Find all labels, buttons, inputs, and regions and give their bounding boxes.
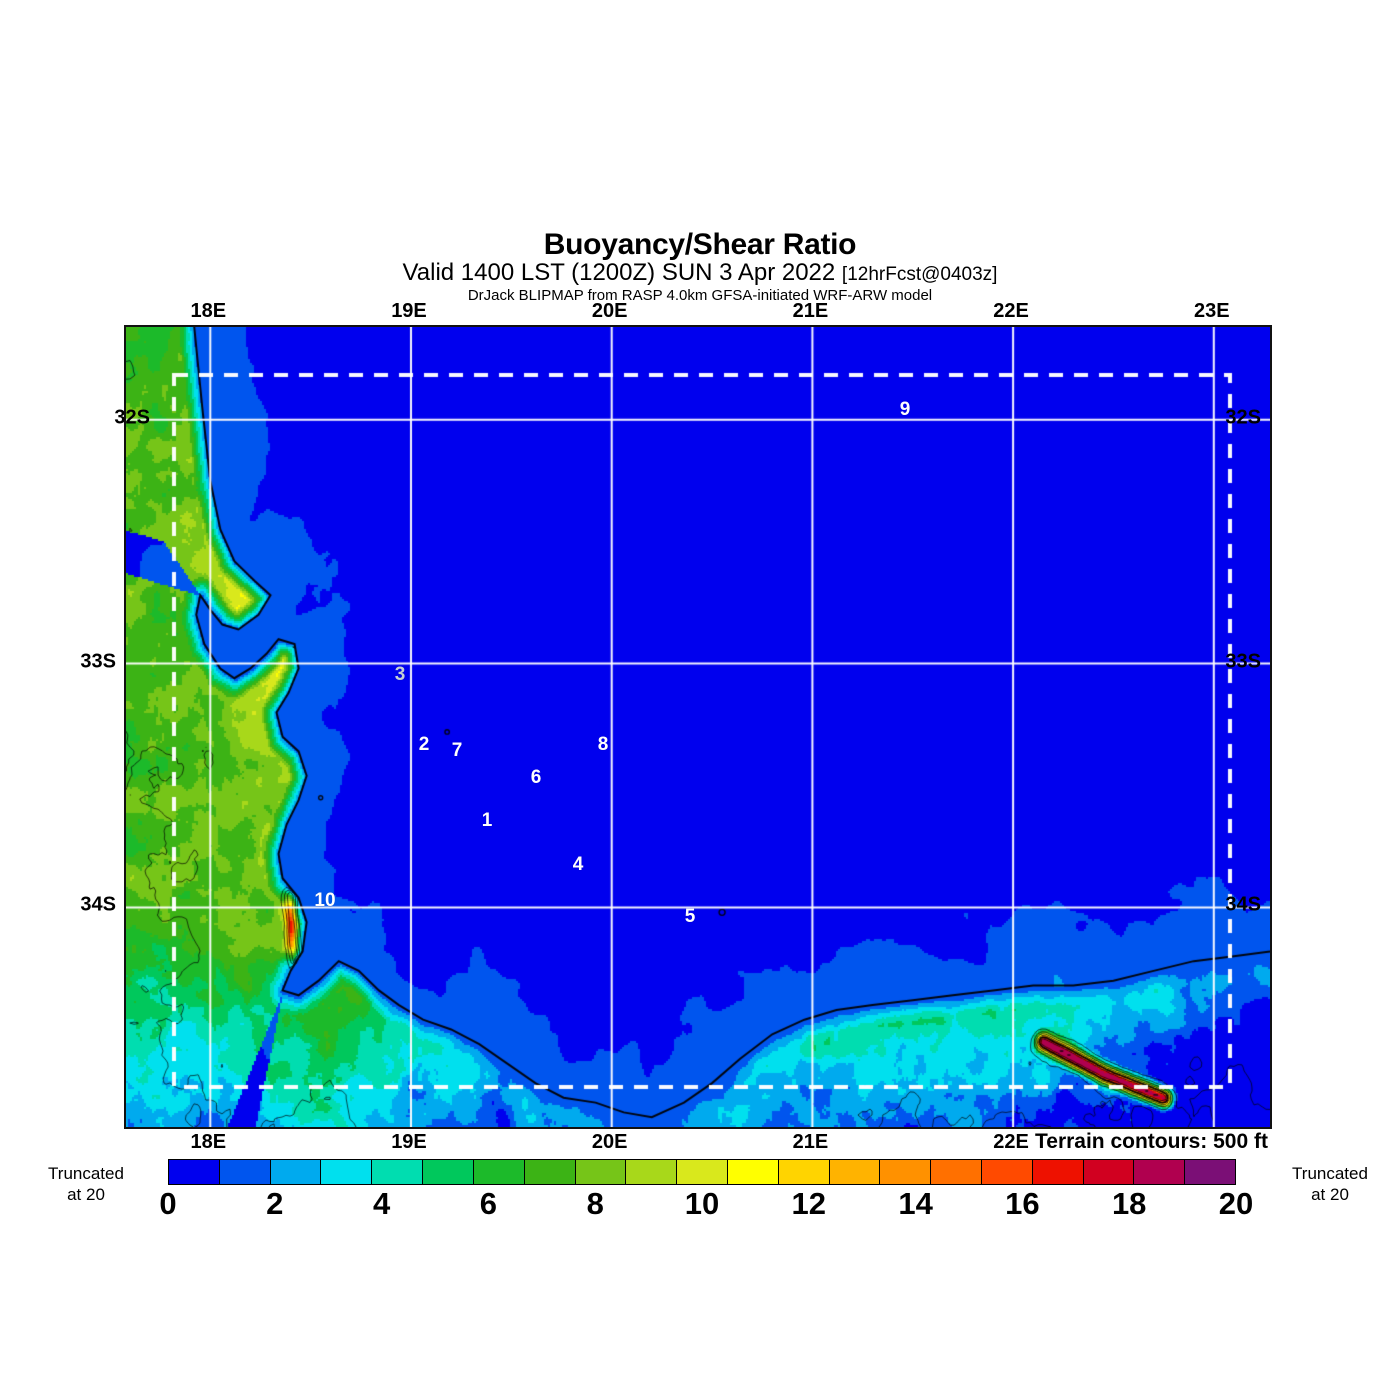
colorbar-tick-16: 16 [1005, 1186, 1040, 1221]
colorbar-swatch-0 [169, 1160, 220, 1184]
colorbar-tick-14: 14 [898, 1186, 933, 1221]
truncated-right-line1: Truncated [1292, 1164, 1368, 1183]
lon-label-bottom-21E: 21E [792, 1131, 829, 1153]
colorbar-swatch-12 [778, 1160, 830, 1184]
colorbar-tick-10: 10 [684, 1186, 720, 1221]
colorbar[interactable] [168, 1159, 1236, 1185]
station-label-3[interactable]: 3 [394, 664, 406, 685]
colorbar-tick-12: 12 [791, 1186, 827, 1221]
station-label-10[interactable]: 10 [314, 890, 336, 911]
colorbar-swatch-15 [931, 1160, 982, 1184]
colorbar-swatch-3 [321, 1160, 373, 1184]
lat-label-right-33S: 33S [1225, 650, 1261, 673]
colorbar-swatch-5 [423, 1160, 474, 1184]
truncated-note-right: Truncated at 20 [1278, 1163, 1382, 1206]
station-label-9[interactable]: 9 [899, 399, 911, 420]
colorbar-swatch-6 [473, 1160, 525, 1184]
lat-label-left-32S: 32S [114, 406, 150, 429]
truncated-right-line2: at 20 [1311, 1185, 1349, 1205]
station-label-4[interactable]: 4 [572, 854, 584, 875]
colorbar-swatch-1 [219, 1160, 271, 1184]
lon-label-bottom-20E: 20E [591, 1131, 628, 1153]
lon-label-top-18E: 18E [190, 300, 227, 322]
lat-label-right-34S: 34S [1225, 893, 1261, 916]
colorbar-swatch-18 [1083, 1160, 1135, 1184]
lon-label-bottom-18E: 18E [190, 1131, 227, 1153]
station-label-8[interactable]: 8 [597, 734, 609, 755]
lon-label-bottom-22E: 22E [993, 1131, 1029, 1153]
station-label-7[interactable]: 7 [451, 740, 463, 761]
lon-label-top-21E: 21E [792, 300, 829, 322]
model-description: DrJack BLIPMAP from RASP 4.0km GFSA-init… [467, 287, 933, 304]
truncated-left-line1: Truncated [48, 1164, 124, 1183]
lat-label-left-34S: 34S [80, 893, 116, 916]
colorbar-tick-8: 8 [586, 1186, 604, 1221]
valid-time-text: Valid 1400 LST (1200Z) SUN 3 Apr 2022 [402, 259, 836, 286]
colorbar-tick-18: 18 [1111, 1186, 1147, 1221]
colorbar-swatch-13 [829, 1160, 881, 1184]
colorbar-swatch-20 [1185, 1160, 1236, 1184]
colorbar-swatch-4 [372, 1160, 424, 1184]
colorbar-tick-labels: 0 2 4 6 8 10 12 14 16 18 20 [159, 1186, 1253, 1221]
map-plot-area[interactable] [124, 325, 1272, 1129]
lon-label-top-23E: 23E [1194, 300, 1230, 322]
lat-label-right-32S: 32S [1225, 406, 1261, 429]
colorbar-tick-4: 4 [372, 1186, 391, 1221]
map-overlay-canvas [126, 327, 1270, 1127]
colorbar-swatch-14 [880, 1160, 932, 1184]
lon-label-top-20E: 20E [591, 300, 628, 322]
terrain-contour-note: Terrain contours: 500 ft [1035, 1130, 1268, 1153]
colorbar-tick-20: 20 [1218, 1186, 1254, 1221]
station-label-2[interactable]: 2 [418, 734, 430, 755]
colorbar-swatch-8 [575, 1160, 627, 1184]
colorbar-tick-6: 6 [479, 1186, 498, 1221]
page-title: Buoyancy/Shear Ratio [543, 228, 857, 261]
station-label-1[interactable]: 1 [481, 810, 493, 831]
truncated-left-line2: at 20 [67, 1185, 105, 1205]
lon-label-top-19E: 19E [391, 300, 427, 322]
colorbar-swatch-10 [677, 1160, 728, 1184]
forecast-tag: [12hrFcst@0403z] [841, 264, 998, 285]
colorbar-swatch-2 [270, 1160, 322, 1184]
colorbar-swatch-7 [524, 1160, 576, 1184]
station-label-6[interactable]: 6 [530, 767, 542, 788]
colorbar-swatch-17 [1032, 1160, 1084, 1184]
colorbar-swatch-11 [727, 1160, 779, 1184]
colorbar-tick-2: 2 [266, 1186, 284, 1221]
colorbar-swatch-19 [1134, 1160, 1186, 1184]
lat-label-left-33S: 33S [80, 650, 116, 673]
lon-label-top-22E: 22E [993, 300, 1029, 322]
truncated-note-left: Truncated at 20 [34, 1163, 138, 1206]
colorbar-tick-0: 0 [159, 1186, 177, 1221]
lon-label-bottom-19E: 19E [391, 1131, 427, 1153]
station-label-5[interactable]: 5 [684, 906, 696, 927]
colorbar-swatch-9 [626, 1160, 678, 1184]
valid-time-line: Valid 1400 LST (1200Z) SUN 3 Apr 2022 [1… [0, 259, 1400, 287]
colorbar-swatch-16 [982, 1160, 1033, 1184]
